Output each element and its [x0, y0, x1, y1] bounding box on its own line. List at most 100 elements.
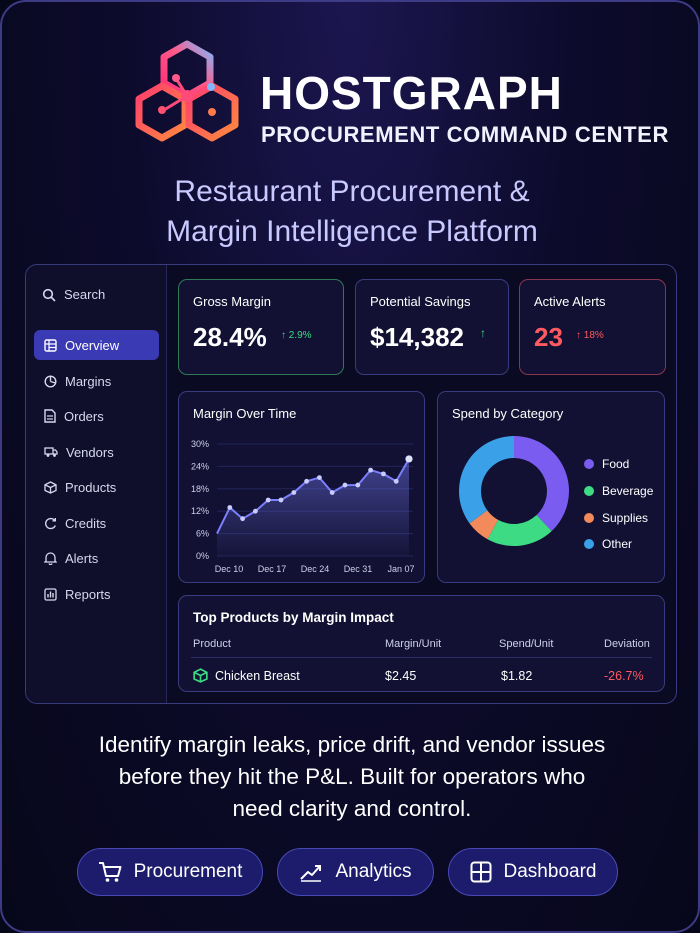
sidebar-item-alerts[interactable]: Alerts — [34, 543, 159, 573]
analytics-button[interactable]: Analytics — [277, 848, 434, 896]
dashboard-icon — [470, 861, 492, 883]
data-point — [355, 482, 361, 488]
sidebar-item-reports[interactable]: Reports — [34, 579, 159, 609]
bell-icon — [44, 552, 57, 565]
tagline: Identify margin leaks, price drift, and … — [42, 729, 662, 825]
button-label: Procurement — [133, 861, 243, 882]
x-tick-label: Dec 10 — [215, 564, 244, 574]
kpi-title: Gross Margin — [193, 294, 272, 309]
data-point — [240, 516, 245, 522]
kpi-card-gross-margin[interactable]: Gross Margin 28.4% ↑ 2.9% — [178, 279, 344, 375]
data-point — [227, 505, 233, 510]
document-icon — [44, 409, 56, 423]
y-tick-label: 18% — [191, 484, 209, 494]
bar-chart-icon — [44, 587, 57, 601]
box-icon — [193, 668, 208, 683]
brand-subtitle: PROCUREMENT COMMAND CENTER — [261, 122, 669, 147]
data-point — [253, 508, 258, 514]
series-line — [216, 458, 410, 535]
legend-dot — [584, 539, 594, 549]
headline-line-2: Margin Intelligence Platform — [166, 215, 538, 248]
trend-icon — [300, 865, 322, 882]
sidebar-item-label: Credits — [65, 515, 107, 531]
data-point — [405, 455, 413, 463]
margin-over-time-card[interactable]: Margin Over Time 0% 6% 12% 18% 24% 30% Dec 10 D… — [178, 391, 425, 583]
button-label: Dashboard — [503, 861, 597, 882]
chart-title: Margin Over Time — [193, 406, 297, 421]
dashboard-button[interactable]: Dashboard — [448, 848, 618, 896]
tagline-line-1: Identify margin leaks, price drift, and … — [98, 732, 606, 757]
x-tick-label: Dec 24 — [301, 564, 330, 574]
data-point — [342, 482, 348, 488]
top-products-table: Top Products by Margin Impact Product Ma… — [178, 595, 665, 692]
dashboard-preview: Search Overview Margins Orders Vendors P… — [25, 264, 677, 704]
sidebar-item-label: Vendors — [66, 444, 114, 460]
grid-icon — [44, 338, 57, 352]
sidebar-item-label: Orders — [64, 408, 104, 424]
legend-item-beverage: Beverage — [584, 484, 653, 498]
kpi-value: $14,382 — [370, 322, 464, 352]
legend-item-supplies: Supplies — [584, 511, 648, 525]
cell-product: Chicken Breast — [215, 669, 300, 683]
data-point — [291, 490, 297, 495]
donut-slice-beverage — [487, 515, 552, 546]
box-icon — [44, 480, 57, 494]
sidebar-item-margins[interactable]: Margins — [34, 366, 159, 396]
data-point — [278, 497, 284, 503]
cell-spend: $1.82 — [501, 669, 533, 683]
sidebar-item-products[interactable]: Products — [34, 472, 159, 502]
legend-dot — [584, 486, 594, 496]
data-point — [393, 478, 399, 484]
cart-icon — [98, 862, 122, 882]
brand-name: HOSTGRAPH — [260, 67, 563, 119]
column-header-spend: Spend/Unit — [499, 638, 554, 650]
area-fill — [217, 458, 409, 556]
data-point — [317, 475, 322, 480]
column-header-deviation: Deviation — [604, 638, 650, 650]
data-point — [381, 471, 386, 477]
headline-line-1: Restaurant Procurement & — [174, 175, 530, 208]
legend-dot — [584, 459, 594, 469]
sidebar-item-orders[interactable]: Orders — [34, 401, 159, 431]
legend-dot — [584, 513, 594, 523]
legend-label: Supplies — [602, 511, 649, 525]
sidebar-item-label: Alerts — [65, 550, 99, 566]
cell-deviation: -26.7% — [604, 669, 644, 683]
legend-item-other: Other — [584, 537, 632, 551]
kpi-delta: ↑ 2.9% — [281, 330, 312, 341]
spend-donut-chart — [459, 436, 569, 546]
table-divider — [191, 657, 652, 658]
headline: Restaurant Procurement & Margin Intellig… — [2, 172, 698, 252]
pie-icon — [44, 374, 57, 388]
search-input[interactable]: Search — [42, 287, 105, 302]
search-label: Search — [64, 287, 106, 302]
sidebar-item-overview[interactable]: Overview — [34, 330, 159, 360]
sidebar-item-vendors[interactable]: Vendors — [34, 437, 159, 467]
donut-slice-food — [514, 436, 569, 532]
kpi-delta: ↑ — [480, 326, 486, 340]
legend-label: Food — [602, 457, 630, 471]
donut-slice-supplies — [469, 510, 499, 540]
cell-margin: $2.45 — [385, 669, 417, 683]
column-header-margin: Margin/Unit — [385, 638, 442, 650]
search-icon — [42, 288, 56, 302]
kpi-title: Active Alerts — [534, 294, 606, 309]
sidebar-item-label: Reports — [65, 586, 111, 602]
kpi-delta: ↑ 18% — [576, 330, 604, 341]
y-tick-label: 6% — [196, 529, 209, 539]
legend-label: Other — [602, 537, 633, 551]
spend-by-category-card[interactable]: Spend by Category Food Beverage Supplies… — [437, 391, 665, 583]
sidebar-item-label: Products — [65, 479, 117, 495]
kpi-value: 28.4% — [193, 322, 267, 352]
truck-icon — [44, 447, 58, 457]
legend-label: Beverage — [602, 484, 654, 498]
kpi-card-potential-savings[interactable]: Potential Savings $14,382 ↑ — [355, 279, 509, 375]
y-tick-label: 12% — [191, 506, 209, 516]
button-label: Analytics — [335, 861, 412, 882]
sidebar-item-label: Margins — [65, 373, 112, 389]
x-tick-label: Dec 17 — [258, 564, 287, 574]
procurement-button[interactable]: Procurement — [77, 848, 263, 896]
kpi-card-active-alerts[interactable]: Active Alerts 23 ↑ 18% — [519, 279, 666, 375]
sidebar-item-credits[interactable]: Credits — [34, 508, 159, 538]
